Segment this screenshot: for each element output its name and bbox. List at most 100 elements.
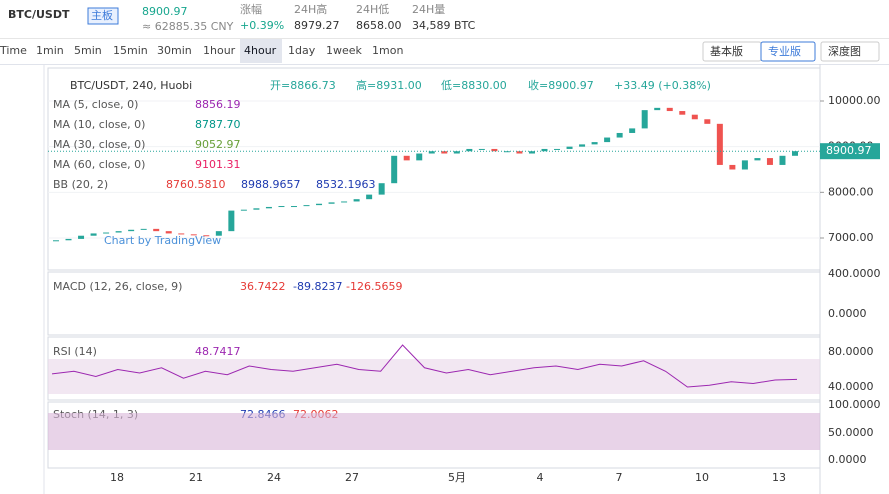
rsi-line (51, 344, 798, 388)
view-button[interactable]: 深度图 (828, 44, 861, 58)
candle (679, 111, 686, 115)
last-price-label: 8900.97 (826, 144, 872, 157)
candle (190, 234, 197, 236)
interval-button[interactable]: 1week (326, 44, 363, 57)
y-tick-label: 50.0000 (828, 426, 874, 439)
indicator-name: RSI (14) (53, 345, 97, 358)
candle (741, 160, 748, 170)
interval-button[interactable]: 1day (288, 44, 316, 57)
cny: ≈ 62885.35 CNY (142, 20, 234, 33)
stat-value: 8979.27 (294, 19, 340, 32)
candle (265, 206, 272, 209)
stat-label: 24H高 (294, 2, 327, 16)
candle (328, 202, 335, 204)
candle (579, 144, 586, 147)
candle (491, 148, 498, 152)
y-tick-label: 40.0000 (828, 380, 874, 393)
candle (792, 151, 798, 156)
candle (566, 146, 573, 149)
change: +33.49 (+0.38%) (614, 79, 711, 92)
view-button[interactable]: 专业版 (768, 44, 801, 58)
header (0, 0, 889, 39)
candle (316, 203, 323, 206)
stat-value: 8658.00 (356, 19, 402, 32)
pair: BTC/USDT (8, 8, 70, 21)
candle (478, 148, 485, 150)
x-tick-label: 4 (537, 471, 544, 484)
candle (666, 107, 673, 112)
badge: 主板 (91, 8, 113, 22)
interval-button[interactable]: Time (0, 44, 27, 57)
y-tick-label: 400.0000 (828, 267, 881, 280)
candle (303, 205, 310, 207)
interval-button[interactable]: 15min (113, 44, 148, 57)
interval-button[interactable]: 30min (157, 44, 192, 57)
interval-button[interactable]: 1mon (372, 44, 403, 57)
candle (103, 232, 110, 234)
candle (704, 119, 711, 124)
indicator-name: MA (60, close, 0) (53, 158, 145, 171)
candle (716, 123, 723, 165)
ohlc: 收=8900.97 (528, 78, 594, 92)
x-tick-label: 21 (189, 471, 203, 484)
ohlc: 低=8830.00 (441, 79, 507, 92)
ohlc: 开=8866.73 (270, 79, 336, 92)
x-tick-label: 13 (772, 471, 786, 484)
candle (78, 235, 85, 239)
interval-button[interactable]: 4hour (244, 44, 277, 57)
indicator-name: MA (5, close, 0) (53, 98, 138, 111)
candle (541, 148, 548, 152)
candle (165, 231, 172, 234)
candle (554, 148, 561, 150)
candle (366, 194, 373, 200)
view-button-bg (760, 41, 816, 62)
watermark: Chart by TradingView (104, 234, 221, 247)
candle (128, 229, 135, 232)
candle (428, 151, 435, 154)
candle (403, 155, 410, 161)
indicator-value: 8856.19 (195, 98, 241, 111)
candle (65, 238, 72, 241)
interval-button[interactable]: 1min (36, 44, 64, 57)
candle (115, 231, 122, 233)
candle (290, 206, 297, 208)
interval-button[interactable]: 1hour (203, 44, 236, 57)
candle (729, 164, 736, 170)
candle (641, 110, 648, 129)
rsi-band (48, 359, 820, 394)
candle (416, 153, 423, 161)
x-tick-label: 27 (345, 471, 359, 484)
candle (654, 107, 661, 111)
view-button[interactable]: 基本版 (710, 44, 743, 58)
stat-label: 24H低 (356, 3, 389, 16)
ohlc: 高=8931.00 (356, 78, 422, 92)
indicator-name: BB (20, 2) (53, 178, 108, 191)
candle (629, 128, 636, 133)
candle (353, 199, 360, 202)
candle (140, 228, 147, 230)
candle (378, 183, 385, 195)
candle (754, 158, 761, 161)
stoch-band (48, 413, 820, 450)
toolbar (0, 38, 889, 65)
view-button-bg (820, 41, 880, 62)
indicator-value: 8532.1963 (316, 178, 376, 191)
interval-button[interactable]: 5min (74, 44, 102, 57)
indicator-value: 8988.9657 (241, 178, 301, 191)
active-tab (240, 39, 282, 63)
stat-label: 涨幅 (240, 3, 262, 16)
candle (591, 142, 598, 145)
indicator-name: MA (30, close, 0) (53, 138, 145, 151)
indicator-value: -89.8237 (293, 280, 342, 293)
y-tick-label: 10000.00 (828, 94, 881, 107)
candle (253, 208, 260, 210)
candle (691, 114, 698, 120)
candle (240, 209, 247, 211)
candle (203, 235, 210, 237)
candle (153, 228, 160, 232)
candle (779, 155, 786, 165)
indicator-value: 9101.31 (195, 158, 241, 171)
x-tick-label: 10 (695, 471, 709, 484)
